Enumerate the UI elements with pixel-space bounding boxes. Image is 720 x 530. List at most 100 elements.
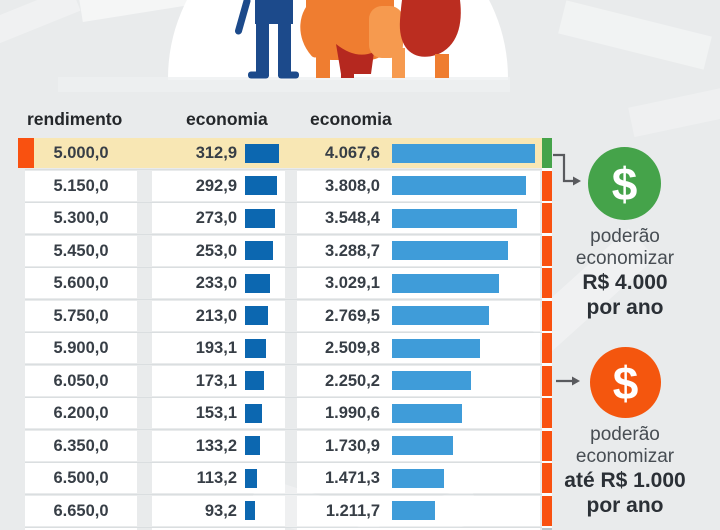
economia-anual-value: 1.471,3 xyxy=(324,469,380,487)
callout-line: economizar xyxy=(575,446,675,467)
dollar-symbol: $ xyxy=(611,157,638,210)
rendimento-mensal-value: 5.600,0 xyxy=(53,274,109,292)
callout-line-bold: R$ 4.000 xyxy=(582,271,668,294)
table-row: 6.350,0 133,2 1.730,9 xyxy=(0,430,720,463)
economia-mensal-value: 133,2 xyxy=(195,436,237,455)
rendimento-mensal-value: 6.650,0 xyxy=(53,501,109,520)
economia-mensal-value: 193,1 xyxy=(195,339,237,357)
lion-illustration xyxy=(300,0,461,78)
economia-mensal-value: 233,0 xyxy=(195,274,237,292)
dollar-symbol: $ xyxy=(612,356,639,409)
table-row: 6.200,0 153,1 1.990,6 xyxy=(0,398,720,430)
row-divider xyxy=(25,429,542,430)
cell-bg xyxy=(25,398,137,428)
economia-mensal-value: 213,0 xyxy=(195,306,237,325)
economia-anual-value: 1.730,9 xyxy=(324,436,380,455)
callout-line-bold: até R$ 1.000 xyxy=(564,469,686,492)
table-row: 5.450,0 253,0 3.288,7 xyxy=(0,235,720,268)
rendimento-mensal-value: 5.000,0 xyxy=(53,144,109,162)
economia-mensal-value: 93,2 xyxy=(204,501,237,520)
economia-mensal-value: 292,9 xyxy=(195,176,237,195)
row-tick-orange xyxy=(542,203,552,233)
callout-line: poderão xyxy=(590,226,660,247)
row-tick-orange xyxy=(542,365,552,396)
economia-anual-bar xyxy=(392,436,453,455)
rendimento-mensal-value: 5.450,0 xyxy=(53,241,109,260)
row-divider xyxy=(25,331,542,333)
economia-mensal-bar xyxy=(245,241,273,260)
row-tick-orange xyxy=(542,300,552,331)
row-divider xyxy=(25,169,542,170)
header-line: economia xyxy=(186,109,268,129)
row-tick-orange xyxy=(542,170,552,201)
economia-anual-bar xyxy=(392,501,435,520)
economia-anual-bar xyxy=(392,306,490,325)
row-tick-green xyxy=(542,138,552,168)
cell-bg xyxy=(25,495,137,526)
economia-mensal-bar xyxy=(245,436,260,455)
row-divider xyxy=(25,396,542,398)
row-tick-orange xyxy=(542,268,552,298)
row-tick-orange xyxy=(542,333,552,363)
dollar-icon: $ xyxy=(588,147,661,220)
economia-anual-bar xyxy=(392,371,472,390)
row-divider xyxy=(25,526,542,528)
cell-bg xyxy=(152,430,285,461)
economia-anual-value: 3.029,1 xyxy=(324,274,380,292)
row-divider xyxy=(25,364,542,365)
economia-mensal-value: 312,9 xyxy=(195,144,237,162)
cell-bg xyxy=(25,333,137,363)
header-line: economia xyxy=(310,109,392,129)
row-divider xyxy=(25,461,542,463)
economia-mensal-bar xyxy=(245,403,262,423)
table-row: 6.050,0 173,1 2.250,2 xyxy=(0,365,720,398)
highlight-marker xyxy=(18,138,34,168)
cell-bg xyxy=(152,463,285,493)
row-divider xyxy=(25,234,542,235)
row-tick-orange xyxy=(542,463,552,493)
callout-line-bold: por ano xyxy=(586,296,664,319)
economia-mensal-bar xyxy=(245,468,258,488)
economia-anual-value: 4.067,6 xyxy=(324,144,380,162)
economia-anual-bar xyxy=(392,338,481,358)
economia-anual-value: 3.808,0 xyxy=(324,176,380,195)
table-row: 5.300,0 273,0 3.548,4 xyxy=(0,203,720,235)
callout-green-text: poderão economizar R$ 4.000 por ano xyxy=(540,226,710,320)
economia-mensal-bar xyxy=(245,338,266,358)
cell-bg xyxy=(25,463,137,493)
economia-anual-bar xyxy=(392,468,444,488)
economia-anual-value: 2.769,5 xyxy=(324,306,380,325)
table-row: 5.600,0 233,0 3.029,1 xyxy=(0,268,720,300)
rendimento-mensal-value: 5.750,0 xyxy=(53,306,109,325)
economia-anual-bar xyxy=(392,273,499,293)
row-tick-orange xyxy=(542,398,552,428)
dollar-icon: $ xyxy=(590,347,661,418)
row-divider xyxy=(25,266,542,268)
economia-mensal-value: 173,1 xyxy=(195,371,237,390)
economia-anual-bar xyxy=(392,176,526,195)
rendimento-mensal-value: 6.350,0 xyxy=(53,436,109,455)
table-row: 5.900,0 193,1 2.509,8 xyxy=(0,333,720,365)
row-tick-orange xyxy=(542,430,552,461)
economia-anual-value: 1.211,7 xyxy=(325,501,380,520)
economia-anual-value: 3.548,4 xyxy=(324,209,380,227)
cell-bg xyxy=(152,495,285,526)
rendimento-mensal-value: 6.500,0 xyxy=(53,469,109,487)
table-row: 6.500,0 113,2 1.471,3 xyxy=(0,463,720,495)
rendimento-mensal-value: 6.050,0 xyxy=(53,371,109,390)
rendimento-mensal-value: 5.150,0 xyxy=(53,176,109,195)
rendimento-mensal-value: 6.200,0 xyxy=(53,404,109,422)
economia-mensal-bar xyxy=(245,143,279,163)
economia-anual-value: 3.288,7 xyxy=(324,241,380,260)
table-row: 6.650,0 93,2 1.211,7 xyxy=(0,495,720,528)
economia-mensal-bar xyxy=(245,501,256,520)
economia-anual-bar xyxy=(392,208,517,228)
economia-anual-value: 1.990,6 xyxy=(324,404,380,422)
header-line: rendimento xyxy=(27,109,123,129)
cell-bg xyxy=(25,170,137,201)
person-illustration xyxy=(235,0,299,79)
economia-mensal-value: 253,0 xyxy=(195,241,237,260)
cell-bg xyxy=(25,203,137,233)
